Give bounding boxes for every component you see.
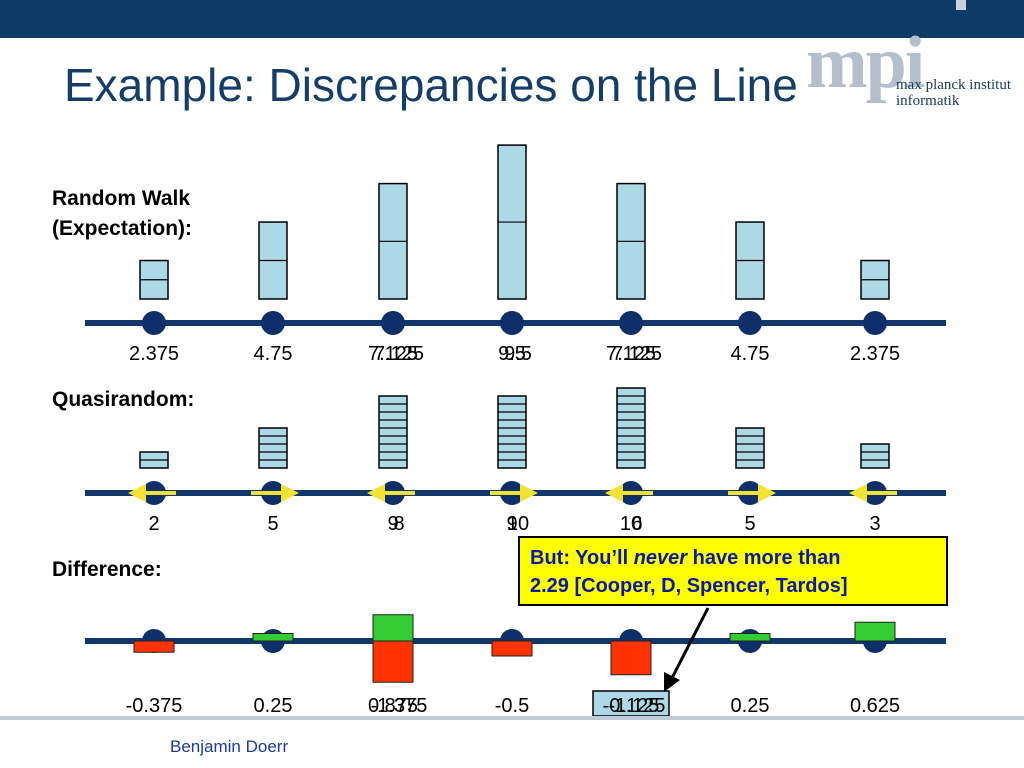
callout-line-1-post: have more than [687, 547, 841, 569]
random-walk-value-0: 2.375 [129, 343, 179, 365]
quasirandom-value-6: 3 [869, 513, 880, 535]
difference-bar-2 [372, 614, 414, 642]
random-walk-node-4 [619, 311, 643, 335]
quasirandom-overlaid-value-4: 6 [631, 513, 642, 535]
callout-pointer-line [670, 607, 710, 679]
quasirandom-box-3 [497, 395, 527, 469]
logo-wordmark: mpi [806, 22, 925, 104]
difference-value-4: -0.125 [603, 695, 660, 717]
callout-pointer [664, 607, 710, 692]
quasirandom-arrow-top-head-2 [367, 484, 385, 502]
difference-highlight-box [592, 690, 670, 717]
random-walk-node-2 [381, 311, 405, 335]
random-walk-node-6 [863, 311, 887, 335]
quasirandom-value-2: 9 [387, 513, 398, 535]
difference-bar-5 [729, 633, 771, 642]
quasirandom-box-5 [735, 427, 765, 469]
difference-value-2: 0.875 [368, 695, 418, 717]
random-walk-overlaid-value-4: 7.125 [612, 343, 662, 365]
random-walk-node-5 [738, 311, 762, 335]
difference-bar-6 [854, 621, 896, 642]
random-walk-value-3: 9.5 [498, 343, 526, 365]
callout-emphasis: never [633, 547, 688, 569]
random-walk-row: 2.375 4.75 7.125 9.5 7.125 4.75 2.375 7.125 9.5 7… [85, 144, 946, 365]
random-walk-value-4: 7.125 [606, 343, 656, 365]
callout-pointer-head [664, 672, 680, 692]
random-walk-overlaid-value-3: 9.5 [504, 343, 532, 365]
callout-box: But: You’ll never have more than 2.29 [C… [518, 536, 948, 606]
quasirandom-value-0: 2 [148, 513, 159, 535]
difference-overlaid-bar-4 [610, 640, 652, 676]
slide-title: Example: Discrepancies on the Line [64, 59, 798, 111]
random-walk-overlaid-value-2: 7.125 [374, 343, 424, 365]
difference-value-5: 0.25 [731, 695, 770, 717]
callout-line-1: But: You’ll never have more than [530, 544, 936, 572]
difference-overlaid-value-4: -1.125 [609, 695, 666, 717]
quasirandom-label: Quasirandom: [52, 388, 195, 411]
random-walk-value-2: 7.125 [368, 343, 418, 365]
random-walk-label: Random Walk (Expectation): [52, 184, 192, 244]
difference-value-6: 0.625 [850, 695, 900, 717]
difference-value-3: -0.5 [495, 695, 529, 717]
logo-line-2: informatik [896, 93, 960, 109]
random-walk-label-line1: Random Walk [52, 187, 191, 210]
difference-bar-0 [133, 640, 175, 653]
quasirandom-arrow-top-head-5 [758, 484, 776, 502]
quasirandom-arrow-top-head-6 [849, 484, 867, 502]
quasirandom-box-1 [258, 427, 288, 469]
difference-value-1: 0.25 [254, 695, 293, 717]
top-bar [0, 0, 1024, 38]
quasirandom-value-1: 5 [267, 513, 278, 535]
difference-overlaid-bar-2 [372, 640, 414, 683]
footer-divider [0, 716, 1024, 720]
random-walk-value-5: 4.75 [731, 343, 770, 365]
quasirandom-arrow-top-head-4 [605, 484, 623, 502]
logo-line-1: max planck institut [896, 77, 1011, 93]
difference-bar-1 [252, 633, 294, 642]
difference-row: -0.375 0.25 0.875 -0.5 -0.125 0.25 0.625 -1.375… [85, 614, 946, 717]
difference-overlaid-value-2: -1.375 [371, 695, 428, 717]
difference-bar-3 [491, 640, 533, 657]
quasirandom-overlaid-value-2: 8 [393, 513, 404, 535]
quasirandom-arrow-top-head-0 [128, 484, 146, 502]
difference-value-0: -0.375 [126, 695, 183, 717]
random-walk-node-1 [261, 311, 285, 335]
footer-author: Benjamin Doerr [170, 737, 289, 756]
random-walk-value-6: 2.375 [850, 343, 900, 365]
random-walk-value-1: 4.75 [254, 343, 293, 365]
mpi-logo: mpi max planck institut informatik [806, 26, 1022, 110]
random-walk-label-line2: (Expectation): [52, 217, 193, 240]
quasirandom-box-2 [378, 395, 408, 469]
quasirandom-value-3: 9 [506, 513, 517, 535]
top-bar-square [956, 0, 966, 10]
quasirandom-overlaid-value-3: 10 [507, 513, 529, 535]
quasirandom-value-4: 10 [620, 513, 642, 535]
quasirandom-row: 2 5 9 9 10 5 38 10 6 [85, 387, 946, 535]
quasirandom-arrow-top-head-1 [281, 484, 299, 502]
random-walk-node-0 [142, 311, 166, 335]
quasirandom-value-5: 5 [744, 513, 755, 535]
callout-line-1-pre: But: You’ll [530, 547, 634, 569]
callout-line-2: 2.29 [Cooper, D, Spencer, Tardos] [530, 575, 848, 597]
quasirandom-box-6 [860, 443, 890, 469]
quasirandom-arrow-top-head-3 [520, 484, 538, 502]
random-walk-node-3 [500, 311, 524, 335]
difference-label: Difference: [52, 558, 162, 581]
